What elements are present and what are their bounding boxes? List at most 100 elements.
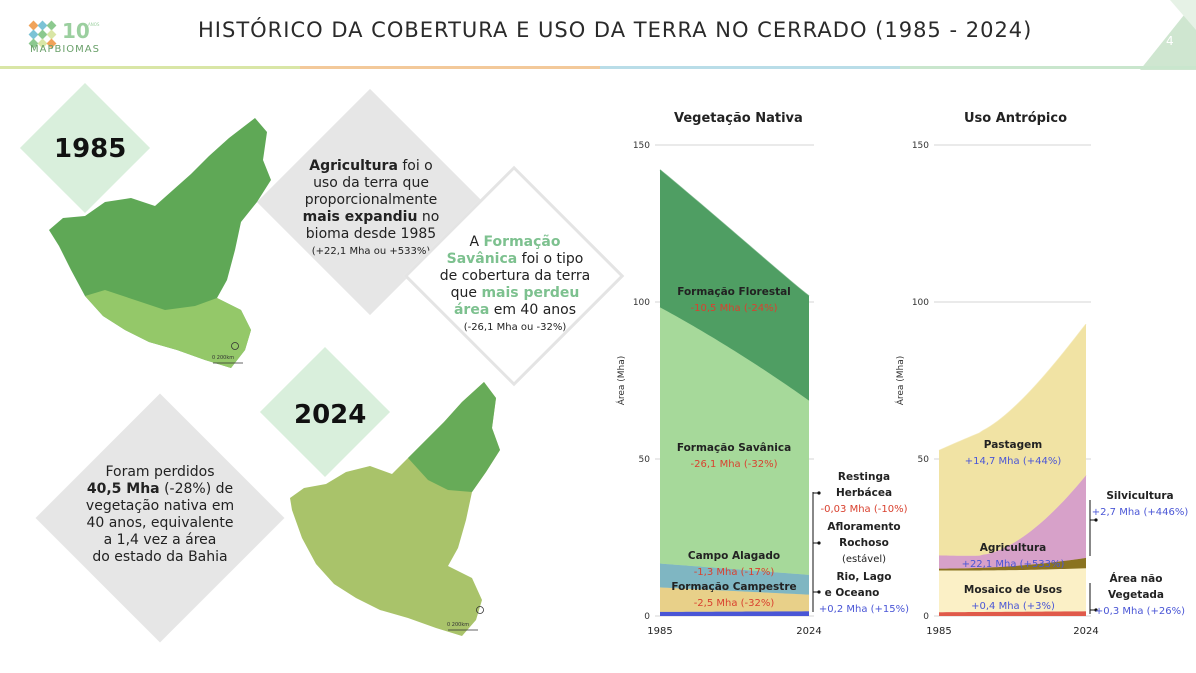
area-silvicultura: [939, 557, 1086, 571]
sav-text-2: foi o tipo: [517, 251, 584, 267]
map-1985: 0 200km: [49, 118, 271, 368]
sav-text-hl-2: Savânica: [446, 251, 518, 267]
logo-tile: [28, 38, 39, 49]
rio-change: +0,2 Mha (+15%): [819, 604, 909, 615]
x-tick-label: 2024: [796, 626, 821, 637]
area-rio-lago-e-oceano: [660, 611, 809, 616]
area-nao-label-2: Vegetada: [1108, 589, 1164, 601]
x-tick-label: 1985: [647, 626, 672, 637]
series-change: -2,5 Mha (-32%): [694, 598, 775, 609]
stripe-blue: [600, 66, 900, 69]
lost-text-2: (-28%) de: [159, 481, 234, 497]
chart-2: 0 50 100 150 Área (Mha) 1985 2024 Pastagem +14,7…: [894, 141, 1188, 637]
stripe-green: [0, 66, 300, 69]
logo-tile: [28, 20, 39, 31]
stripe-orange: [300, 66, 600, 69]
y-tick-label: 100: [633, 298, 650, 308]
lost-text-3: vegetação nativa em: [85, 498, 235, 514]
y-tick-label: 100: [912, 298, 929, 308]
lost-text-4: 40 anos, equivalente: [86, 515, 234, 531]
map-1985-scale: 0 200km: [212, 355, 234, 361]
page-number: 4: [1166, 34, 1174, 48]
mapbiomas-logo-icon: 10 ANOS: [28, 19, 100, 49]
logo-tile: [37, 20, 48, 31]
silvicultura-change: +2,7 Mha (+446%): [1092, 507, 1189, 518]
lost-text-6: do estado da Bahia: [92, 549, 228, 565]
bracket-dot: [1094, 518, 1098, 522]
series-change: -1,3 Mha (-17%): [694, 567, 775, 578]
logo-tile: [28, 29, 39, 40]
sav-text-4: que: [450, 285, 482, 301]
logo-number: 10: [62, 19, 90, 43]
y-tick-label: 150: [912, 141, 929, 151]
series-label: Formação Campestre: [671, 581, 796, 593]
y-tick-label: 0: [644, 612, 650, 622]
x-tick-label: 2024: [1073, 626, 1098, 637]
logo-suffix: ANOS: [88, 22, 100, 27]
page-title: HISTÓRICO DA COBERTURA E USO DA TERRA NO…: [198, 18, 1033, 42]
area-forma-o-campestre: [660, 587, 809, 612]
agri-text-2: uso da terra que: [313, 175, 429, 191]
agri-text-3: proporcionalmente: [304, 192, 438, 208]
area-edge: [938, 323, 1087, 452]
series-label: Agricultura: [980, 542, 1046, 554]
y-tick-label: 150: [633, 141, 650, 151]
restinga-label-2: Herbácea: [836, 487, 892, 499]
bracket-dot: [817, 541, 821, 545]
chart-1: 0 50 100 150 Área (Mha) 1985 2024 Formação Flor…: [615, 141, 909, 637]
year-1985-label: 1985: [54, 134, 127, 164]
header: 10 ANOS MAPBIOMAS HISTÓRICO DA COBERTURA…: [0, 0, 1196, 70]
agri-text-6: (+22,1 Mha ou +533%): [311, 246, 431, 257]
series-change: +0,4 Mha (+3%): [971, 601, 1055, 612]
series-label: Pastagem: [984, 439, 1042, 451]
agri-text-1: foi o: [397, 158, 433, 174]
agri-text: Agricultura foi o uso da terra que propo…: [286, 158, 456, 260]
lost-text: Foram perdidos 40,5 Mha (-28%) de vegeta…: [65, 464, 255, 566]
map-1985-shade: [85, 290, 251, 368]
year-2024-label: 2024: [294, 400, 367, 430]
map-2024: 0 200km: [290, 382, 500, 636]
agri-text-5: bioma desde 1985: [305, 226, 437, 242]
corner-triangle: [1140, 0, 1196, 70]
area-forma-o-florestal: [660, 169, 809, 401]
sav-text-hl-4: mais perdeu: [481, 285, 580, 301]
logo-tile: [37, 38, 48, 49]
agri-text-bold-1: Agricultura: [309, 158, 398, 174]
sav-text-6: (-26,1 Mha ou -32%): [463, 322, 567, 333]
y-tick-label: 0: [923, 612, 929, 622]
area-edge: [659, 169, 810, 297]
map-2024-shade: [408, 382, 500, 492]
afloramento-change: (estável): [842, 553, 886, 565]
bracket-dot: [817, 491, 821, 495]
bracket-dot: [817, 590, 821, 594]
series-change: -10,5 Mha (-24%): [691, 303, 778, 314]
chart-2-title: Uso Antrópico: [964, 111, 1068, 126]
rio-label-2: e Oceano: [825, 587, 880, 599]
series-label: Campo Alagado: [688, 550, 780, 562]
logo-tile: [46, 38, 57, 49]
bracket-dot: [1094, 608, 1098, 612]
series-label: Mosaico de Usos: [964, 584, 1062, 596]
sav-text-1: A: [469, 234, 484, 250]
y-axis-label: Área (Mha): [894, 356, 906, 406]
lost-text-5: a 1,4 vez a área: [103, 532, 217, 548]
area-nao-change: +0,3 Mha (+26%): [1095, 606, 1185, 617]
series-change: +14,7 Mha (+44%): [965, 456, 1062, 467]
agri-text-4: no: [417, 209, 440, 225]
x-tick-label: 1985: [926, 626, 951, 637]
series-change: -26,1 Mha (-32%): [691, 459, 778, 470]
rio-label-1: Rio, Lago: [836, 571, 891, 583]
afloramento-label-1: Afloramento: [827, 521, 900, 533]
silvicultura-label: Silvicultura: [1106, 490, 1173, 502]
sav-text-3: de cobertura da terra: [439, 268, 591, 284]
lost-text-1: Foram perdidos: [105, 464, 215, 480]
area-pastagem: [939, 324, 1086, 556]
restinga-label-1: Restinga: [838, 471, 890, 483]
map-1985-compass-icon: [231, 342, 239, 350]
y-tick-label: 50: [918, 455, 930, 465]
area-nao-label-1: Área não: [1110, 572, 1163, 585]
logo-text: MAPBIOMAS: [30, 44, 100, 55]
sav-text-hl-1: Formação: [483, 234, 561, 250]
charts-svg: 0 50 100 150 Área (Mha) 1985 2024 Formação Flor…: [615, 141, 1188, 637]
y-axis-label: Área (Mha): [615, 356, 627, 406]
